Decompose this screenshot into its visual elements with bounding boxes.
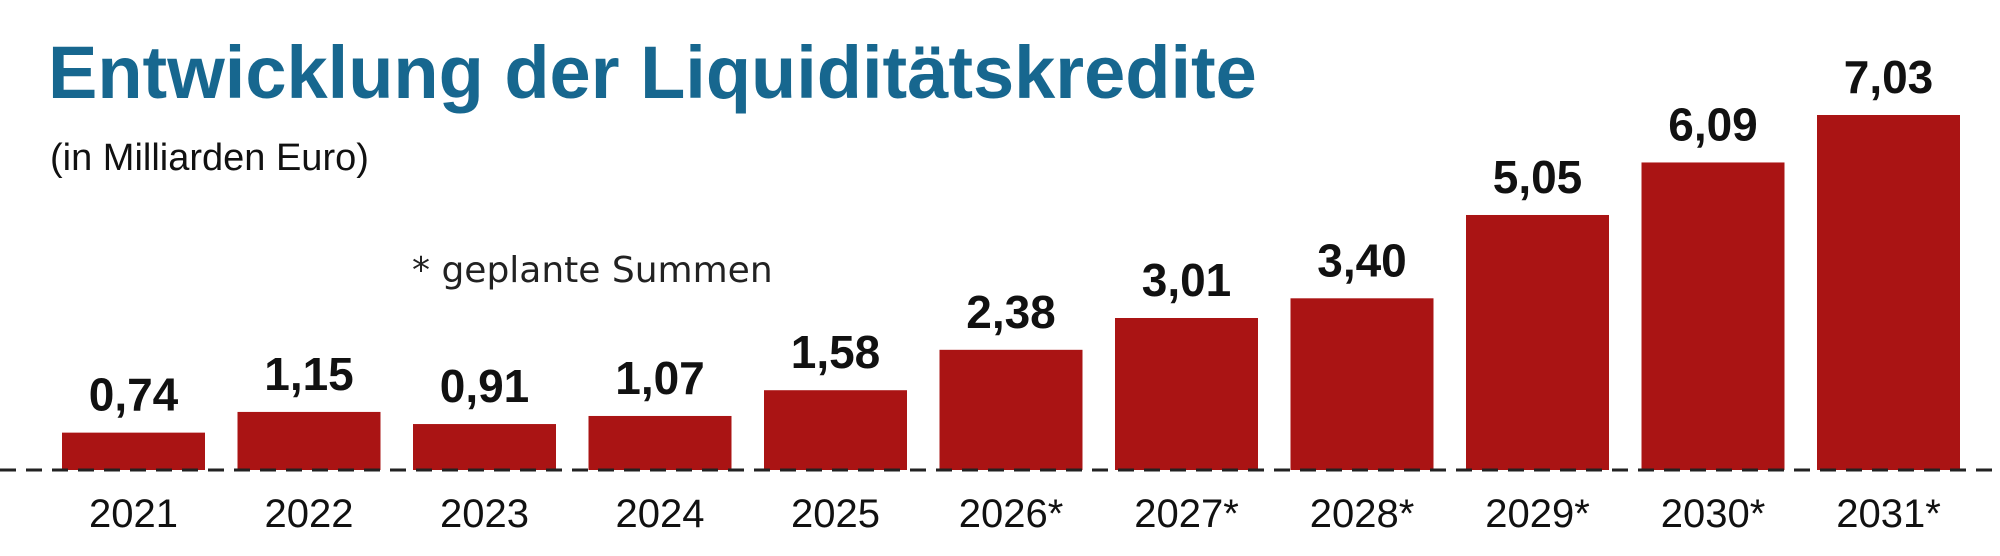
chart-subtitle: (in Milliarden Euro) — [50, 137, 369, 179]
bar-2029-planned — [1466, 214, 1609, 470]
value-label: 1,15 — [264, 348, 354, 400]
bar-2030-planned — [1641, 162, 1785, 470]
bar-2028-planned — [1290, 298, 1434, 470]
value-label: 0,91 — [440, 360, 530, 412]
chart-title: Entwicklung der Liquiditätskredite — [48, 31, 1257, 114]
bar-2027-planned — [1115, 318, 1258, 470]
value-label: 5,05 — [1493, 151, 1583, 203]
bar-2022 — [237, 411, 381, 470]
x-tick-label: 2031* — [1836, 492, 1941, 536]
value-label: 1,07 — [615, 352, 705, 404]
x-tick-label: 2025 — [791, 492, 880, 536]
value-label: 3,01 — [1142, 254, 1232, 306]
bar-2025 — [764, 390, 907, 470]
x-tick-label: 2028* — [1310, 492, 1415, 536]
x-tick-label: 2027* — [1134, 492, 1239, 536]
x-tick-label: 2021 — [89, 492, 178, 536]
bars-group — [62, 115, 1960, 470]
planned-sums-note: * geplante Summen — [412, 250, 773, 291]
x-axis-tick-labels: 2021 2022 2023 2024 2025 2026* 2027* 2028* 2029*… — [89, 492, 1941, 536]
value-label: 2,38 — [966, 286, 1056, 338]
value-label: 3,40 — [1317, 234, 1407, 286]
value-labels-group: 0,74 1,15 0,91 1,07 1,58 2,38 3,01 3,40 5,05 6,09… — [89, 51, 1934, 421]
x-tick-label: 2022 — [265, 492, 354, 536]
value-label: 7,03 — [1844, 51, 1934, 103]
bar-2021 — [62, 432, 205, 470]
bar-2023 — [413, 424, 556, 470]
bar-2026-planned — [939, 349, 1083, 470]
x-tick-label: 2030* — [1661, 492, 1766, 536]
value-label: 0,74 — [89, 369, 179, 421]
value-label: 1,58 — [791, 326, 881, 378]
bar-2024 — [588, 415, 732, 470]
value-label: 6,09 — [1668, 98, 1758, 150]
x-tick-label: 2024 — [616, 492, 705, 536]
x-tick-label: 2029* — [1485, 492, 1590, 536]
bar-2031-planned — [1817, 115, 1960, 470]
x-tick-label: 2026* — [959, 492, 1064, 536]
x-tick-label: 2023 — [440, 492, 529, 536]
